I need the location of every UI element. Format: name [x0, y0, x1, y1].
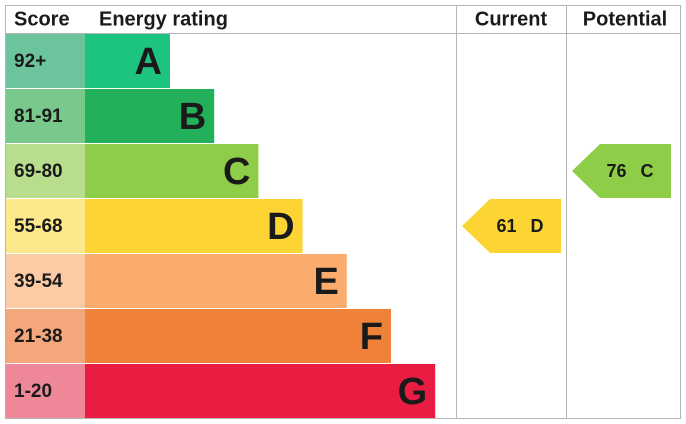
rating-letter: E — [313, 261, 338, 303]
frame — [5, 5, 681, 419]
rating-letter: A — [135, 41, 162, 83]
score-range: 55-68 — [14, 216, 63, 237]
rating-bar — [85, 34, 170, 88]
score-range: 1-20 — [14, 381, 52, 402]
score-cell — [6, 89, 85, 143]
rating-bar — [85, 254, 347, 308]
score-range: 21-38 — [14, 326, 63, 347]
score-cell — [6, 254, 85, 308]
score-range: 69-80 — [14, 161, 63, 182]
score-cell — [6, 364, 85, 418]
arrow-band: C — [641, 161, 654, 181]
arrow-score: 61 — [496, 216, 516, 236]
rating-letter: D — [267, 206, 294, 248]
score-range: 81-91 — [14, 106, 63, 127]
score-range: 39-54 — [14, 271, 63, 292]
header-score: Score — [14, 8, 70, 30]
header-potential: Potential — [583, 8, 667, 30]
score-range: 92+ — [14, 51, 46, 72]
rating-bar — [85, 89, 215, 143]
rating-letter: C — [223, 151, 250, 193]
score-cell — [6, 144, 85, 198]
rating-letter: F — [360, 316, 383, 358]
rating-letter: G — [398, 371, 428, 413]
score-cell — [6, 309, 85, 363]
rating-bar — [85, 144, 259, 198]
rating-arrow — [462, 199, 561, 253]
score-cell — [6, 199, 85, 253]
rating-bar — [85, 309, 391, 363]
arrow-score: 76 — [606, 161, 626, 181]
rating-letter: B — [179, 96, 206, 138]
rating-bar — [85, 199, 303, 253]
rating-bar — [85, 364, 436, 418]
header-current: Current — [475, 8, 548, 30]
score-cell — [6, 34, 85, 88]
header-rating: Energy rating — [99, 8, 228, 30]
arrow-band: D — [531, 216, 544, 236]
rating-arrow — [572, 144, 671, 198]
